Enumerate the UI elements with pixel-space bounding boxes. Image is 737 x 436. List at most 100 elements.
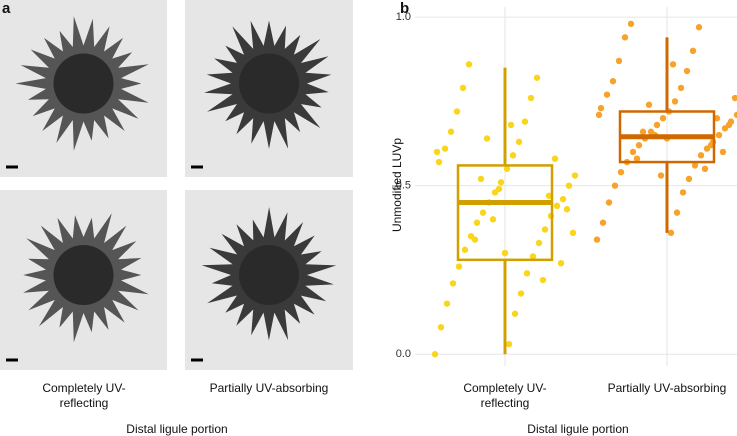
data-point: [501, 249, 509, 257]
y-axis-title: Unmodified LUVp: [390, 137, 404, 233]
data-point: [635, 142, 643, 149]
data-point: [597, 104, 605, 112]
data-point: [701, 165, 709, 173]
data-point: [627, 20, 635, 28]
data-point: [515, 138, 523, 146]
data-point: [477, 175, 485, 183]
x-axis-title: Distal ligule portion: [126, 422, 228, 436]
flower-center: [53, 245, 114, 305]
data-point: [719, 148, 727, 156]
data-point: [465, 61, 473, 68]
data-point: [503, 165, 511, 173]
data-point: [545, 192, 553, 199]
data-point: [533, 74, 541, 81]
data-point: [431, 351, 439, 358]
data-point: [713, 115, 721, 122]
data-point: [685, 175, 693, 183]
data-point: [489, 216, 497, 223]
data-point: [629, 148, 637, 156]
data-point: [653, 121, 661, 129]
data-point: [599, 219, 607, 226]
data-point: [621, 34, 629, 41]
data-point: [671, 98, 679, 105]
data-point: [495, 185, 503, 193]
data-point: [731, 94, 737, 102]
data-point: [733, 111, 737, 119]
data-point: [509, 152, 517, 159]
data-point: [673, 209, 681, 216]
data-point: [541, 226, 549, 233]
data-point: [679, 189, 687, 196]
data-point: [707, 142, 715, 149]
data-point: [571, 172, 579, 179]
data-point: [557, 259, 565, 267]
data-point: [553, 202, 561, 210]
data-point: [551, 155, 559, 162]
data-point: [667, 229, 675, 237]
data-point: [479, 209, 487, 216]
data-point: [483, 135, 491, 142]
data-point: [455, 263, 463, 270]
column-label: Completely UV-reflecting: [42, 381, 126, 410]
data-point: [615, 57, 623, 65]
data-point: [511, 310, 519, 317]
data-point: [595, 111, 603, 119]
data-point: [559, 195, 567, 203]
box: [456, 164, 554, 262]
data-point: [657, 172, 665, 179]
data-point: [645, 101, 653, 108]
data-point: [695, 24, 703, 31]
data-point: [669, 61, 677, 68]
data-point: [441, 145, 449, 152]
data-point: [529, 253, 537, 260]
data-point: [437, 324, 445, 331]
data-point: [435, 158, 443, 166]
data-point: [517, 290, 525, 297]
data-point: [659, 115, 667, 122]
data-point: [569, 229, 577, 237]
data-point: [461, 246, 469, 253]
data-point: [497, 179, 505, 186]
y-tick-label: 0.0: [396, 348, 411, 360]
data-point: [603, 91, 611, 98]
data-point: [453, 108, 461, 115]
data-point: [443, 300, 451, 307]
data-point: [471, 236, 479, 243]
data-point: [535, 239, 543, 247]
y-tick-label: 0.5: [396, 180, 411, 192]
flower-center: [53, 53, 114, 114]
data-point: [527, 94, 535, 102]
data-point: [639, 128, 647, 135]
data-point: [565, 182, 573, 189]
data-point: [605, 199, 613, 206]
data-point: [725, 121, 733, 129]
data-point: [447, 128, 455, 135]
data-point: [677, 84, 685, 92]
x-axis-title: Distal ligule portion: [527, 422, 629, 436]
data-point: [617, 168, 625, 176]
data-point: [697, 152, 705, 159]
data-point: [507, 121, 515, 129]
flower-center: [239, 53, 299, 114]
data-point: [505, 340, 513, 348]
data-point: [459, 84, 467, 92]
x-tick-label: Completely UV-reflecting: [463, 381, 547, 410]
column-label: Partially UV-absorbing: [209, 381, 329, 395]
y-tick-label: 1.0: [396, 11, 411, 23]
data-point: [449, 280, 457, 287]
flower-center: [239, 245, 299, 305]
panel-label: a: [2, 0, 11, 17]
data-point: [521, 118, 529, 125]
panel-label: b: [400, 0, 410, 17]
data-point: [539, 276, 547, 284]
data-point: [473, 219, 481, 226]
data-point: [609, 77, 617, 85]
data-point: [593, 236, 601, 243]
data-point: [715, 131, 723, 139]
data-point: [563, 206, 571, 213]
data-point: [433, 148, 441, 156]
data-point: [633, 155, 641, 162]
data-point: [523, 270, 531, 277]
